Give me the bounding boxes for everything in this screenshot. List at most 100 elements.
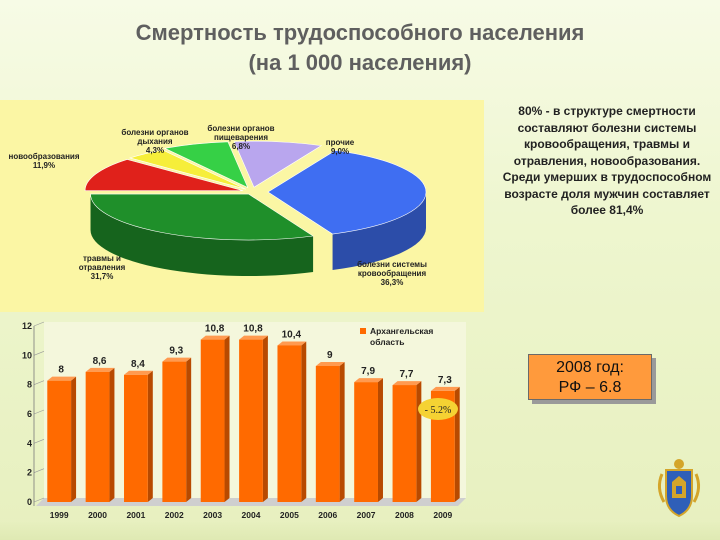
x-tick-label: 2003 <box>203 510 222 520</box>
bar-side <box>262 335 268 502</box>
pie-label-other: прочие 9,0% <box>325 138 355 156</box>
pie-slice <box>90 193 314 241</box>
bar-value-label: 10,8 <box>205 324 225 335</box>
legend-label: Архангельская область <box>370 326 433 347</box>
bar-side <box>454 386 460 502</box>
y-tick-label: 6 <box>27 409 32 419</box>
pie-slice <box>163 141 249 189</box>
pie-slice <box>84 159 244 191</box>
bar-value-label: 8,6 <box>93 356 107 367</box>
bar-value-label: 8,4 <box>131 359 145 370</box>
x-tick-label: 2009 <box>433 510 452 520</box>
y-tick-label: 10 <box>22 350 32 360</box>
y-gridline <box>33 468 45 473</box>
coat-of-arms-icon <box>657 459 701 518</box>
title-line-1: Смертность трудоспособного населения <box>135 20 585 45</box>
legend-swatch <box>360 328 366 334</box>
bar-side <box>339 362 345 502</box>
y-gridline <box>33 439 45 444</box>
bar-value-label: 7,3 <box>438 375 452 386</box>
bar <box>277 345 302 502</box>
x-tick-label: 2000 <box>88 510 107 520</box>
y-tick-label: 4 <box>27 438 32 448</box>
pie-slice <box>233 140 323 188</box>
y-gridline <box>33 497 45 503</box>
bar-value-label: 9,3 <box>169 346 183 357</box>
bar-top <box>200 335 230 340</box>
info-box-line-2: РФ – 6.8 <box>558 379 622 396</box>
bar <box>85 371 110 502</box>
bar-side <box>377 378 383 502</box>
info-box-line-1: 2008 год: <box>556 359 624 376</box>
x-tick-label: 2008 <box>395 510 414 520</box>
y-tick-label: 2 <box>27 468 32 478</box>
bar-top <box>239 335 268 340</box>
pie-slice <box>128 149 247 190</box>
x-tick-label: 1999 <box>50 510 69 520</box>
bar-value-label: 10,4 <box>282 329 302 340</box>
mortality-note: 80% - в структуре смертности составляют … <box>502 104 712 217</box>
pie-sides <box>90 192 426 277</box>
bar-side <box>71 376 77 502</box>
bar-side <box>301 341 307 502</box>
bar-top <box>47 376 77 381</box>
bar <box>162 361 187 502</box>
y-gridline <box>33 380 45 385</box>
bar <box>239 339 263 502</box>
bar <box>200 339 225 502</box>
x-tick-label: 2007 <box>357 510 376 520</box>
x-tick-label: 2005 <box>280 510 299 520</box>
bar-top <box>315 362 345 366</box>
pie-slice-side <box>90 194 314 277</box>
page-title: Смертность трудоспособного населения (на… <box>0 18 720 78</box>
bar-value-label: 9 <box>327 350 333 361</box>
bottom-strip <box>0 522 720 540</box>
x-tick-label: 2001 <box>126 510 145 520</box>
bar-top <box>354 378 383 383</box>
bar-chart-panel: 0 2 4 6 8 10 12 8 1999 8,6 2000 8,4 2001 9,3 2002 10,8 2… <box>0 312 484 522</box>
bar-side <box>224 335 230 502</box>
y-tick-label: 0 <box>27 497 32 507</box>
pie-label-circulatory: болезни системы кровообращения 36,3% <box>357 260 427 287</box>
y-gridline <box>33 409 45 415</box>
y-tick-label: 8 <box>27 380 32 390</box>
bar <box>124 374 148 502</box>
bar-value-label: 10,8 <box>243 324 263 335</box>
bar-side <box>109 367 115 502</box>
y-gridline <box>33 321 45 327</box>
annotation-label: - 5.2% <box>425 405 452 416</box>
x-tick-label: 2002 <box>165 510 184 520</box>
bar-chart: 0 2 4 6 8 10 12 8 1999 8,6 2000 8,4 2001 9,3 2002 10,8 2… <box>22 321 466 520</box>
pie-label-respiratory: болезни органов дыхания 4,3% <box>121 128 189 155</box>
bar-top <box>162 357 192 362</box>
bar-top <box>392 381 422 386</box>
bar-side <box>416 381 422 502</box>
bar-value-label: 7,9 <box>361 366 375 377</box>
y-gridline <box>33 351 45 356</box>
title-line-2: (на 1 000 населения) <box>248 50 472 75</box>
pie-label-trauma: травмы и отравления 31,7% <box>78 254 126 281</box>
bar <box>392 385 417 502</box>
x-tick-label: 2006 <box>318 510 337 520</box>
pie-label-digestive: болезни органов пищеварения 6,8% <box>207 124 275 151</box>
pie-chart <box>84 140 427 277</box>
pie-slice-side <box>332 192 426 271</box>
pie-label-neoplasms: новообразования 11,9% <box>8 152 80 170</box>
bar-side <box>147 370 153 502</box>
bar-value-label: 7,7 <box>400 369 414 380</box>
bar-value-label: 8 <box>58 365 64 376</box>
bar-top <box>277 341 307 346</box>
pie-slice <box>267 150 427 235</box>
annotation-ellipse <box>418 398 458 420</box>
pie-chart-panel: новообразования 11,9% болезни органов ды… <box>0 100 484 312</box>
rf-2008-info-box: 2008 год: РФ – 6.8 <box>528 354 652 400</box>
pie-tops <box>84 140 427 241</box>
bar <box>47 380 72 502</box>
y-tick-label: 12 <box>22 321 32 331</box>
x-tick-label: 2004 <box>242 510 261 520</box>
bar <box>354 382 378 502</box>
bar-top <box>85 367 115 372</box>
bar-side <box>186 357 192 502</box>
bar <box>315 366 340 502</box>
bar-top <box>430 386 460 391</box>
